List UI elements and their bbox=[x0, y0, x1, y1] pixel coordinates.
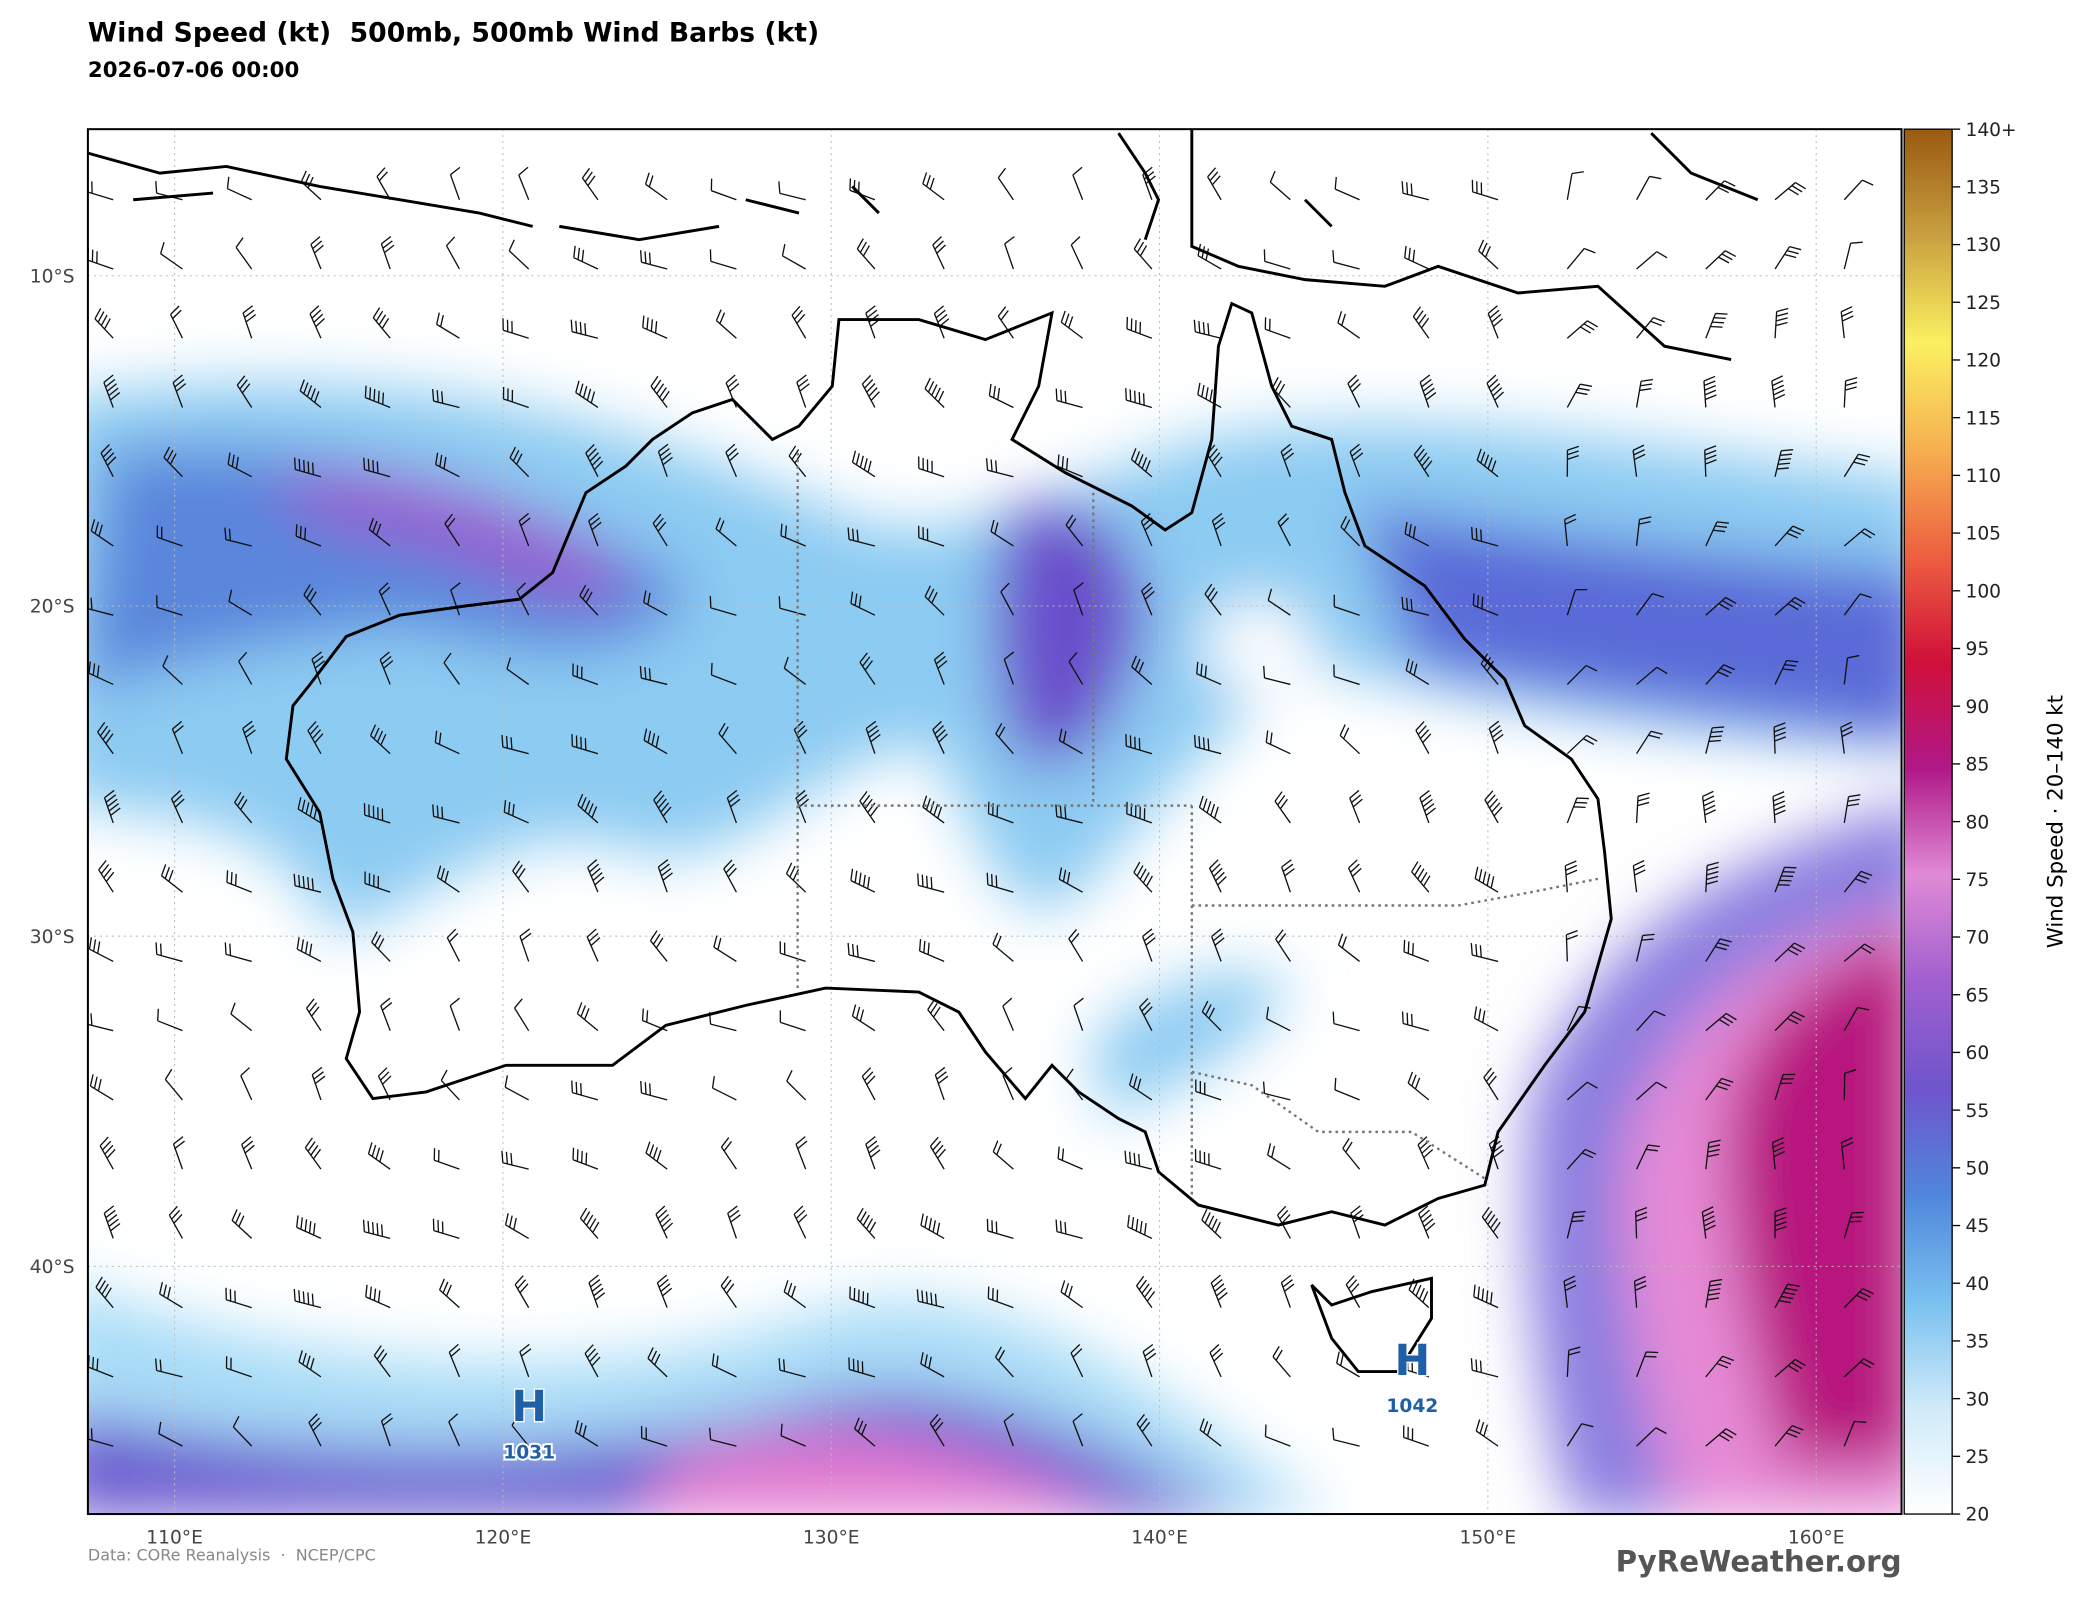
high-symbol: H bbox=[511, 1382, 547, 1432]
wind-field bbox=[87, 382, 1902, 1515]
data-source: Data: CORe Reanalysis · NCEP/CPC bbox=[88, 1546, 376, 1565]
high-pressure-value: 1031 bbox=[503, 1442, 555, 1463]
y-tick-label: 20°S bbox=[30, 597, 75, 618]
colorbar-tick-label: 25 bbox=[1965, 1447, 1989, 1468]
high-pressure-centers: H 1031 H 1042 bbox=[501, 1334, 1440, 1465]
coastlines bbox=[87, 129, 1759, 1374]
brand: PyReWeather.org bbox=[1616, 1544, 1902, 1578]
colorbar-tick-label: 125 bbox=[1965, 293, 2001, 314]
colorbar-tick-label: 130 bbox=[1965, 235, 2001, 256]
colorbar-tick-label: 85 bbox=[1965, 755, 1989, 776]
high-symbol: H bbox=[1395, 1336, 1431, 1386]
x-tick-label: 140°E bbox=[1131, 1527, 1188, 1548]
x-tick-label: 110°E bbox=[146, 1527, 203, 1548]
y-tick-label: 10°S bbox=[30, 266, 75, 287]
colorbar-tick-label: 70 bbox=[1965, 928, 1989, 949]
colorbar-tick-label: 60 bbox=[1965, 1043, 1989, 1064]
colorbar-tick-label: 35 bbox=[1965, 1332, 1989, 1353]
colorbar-tick-label: 65 bbox=[1965, 985, 1989, 1006]
colorbar-tick-label: 55 bbox=[1965, 1101, 1989, 1122]
colorbar-tick-label: 115 bbox=[1965, 408, 2001, 429]
axes: 110°E 120°E 130°E 140°E 150°E 160°E 10°S 20°S 30… bbox=[30, 266, 1845, 1548]
colorbar-tick-label: 50 bbox=[1965, 1158, 1989, 1179]
colorbar-tick-label: 40 bbox=[1965, 1274, 1989, 1295]
colorbar-tick-label: 100 bbox=[1965, 581, 2001, 602]
colorbar-tick-label: 110 bbox=[1965, 466, 2001, 487]
map-area: H 1031 H 1042 bbox=[87, 129, 1902, 1515]
colorbar-tick-label: 140+ bbox=[1965, 120, 2016, 141]
wind-barbs bbox=[87, 166, 1876, 1447]
colorbar-tick-label: 90 bbox=[1965, 697, 1989, 718]
colorbar-tick-label: 80 bbox=[1965, 812, 1989, 833]
colorbar bbox=[1903, 128, 1953, 1515]
x-tick-label: 150°E bbox=[1460, 1527, 1517, 1548]
colorbar-tick-label: 45 bbox=[1965, 1216, 1989, 1237]
y-tick-label: 40°S bbox=[30, 1257, 75, 1278]
colorbar-tick-label: 105 bbox=[1965, 524, 2001, 545]
map-frame bbox=[86, 128, 1903, 1516]
high-pressure-value: 1042 bbox=[1386, 1396, 1438, 1417]
colorbar-tick-label: 75 bbox=[1965, 870, 1989, 891]
colorbar-tick-label: 135 bbox=[1965, 178, 2001, 199]
subtitle: 2026-07-06 00:00 bbox=[88, 58, 299, 83]
y-tick-label: 30°S bbox=[30, 927, 75, 948]
colorbar-axis: 20 25 30 35 40 45 50 55 60 65 70 75 80 85 90 95 100 105 11… bbox=[1952, 120, 2017, 1526]
graticule bbox=[87, 129, 1902, 1515]
x-tick-label: 160°E bbox=[1788, 1527, 1845, 1548]
x-tick-label: 130°E bbox=[803, 1527, 860, 1548]
x-tick-label: 120°E bbox=[475, 1527, 532, 1548]
colorbar-tick-label: 95 bbox=[1965, 639, 1989, 660]
title: Wind Speed (kt) 500mb, 500mb Wind Barbs … bbox=[88, 17, 819, 48]
colorbar-tick-label: 20 bbox=[1965, 1505, 1989, 1526]
colorbar-label: Wind Speed · 20–140 kt bbox=[2044, 695, 2069, 948]
colorbar-tick-label: 30 bbox=[1965, 1389, 1989, 1410]
colorbar-tick-label: 120 bbox=[1965, 351, 2001, 372]
